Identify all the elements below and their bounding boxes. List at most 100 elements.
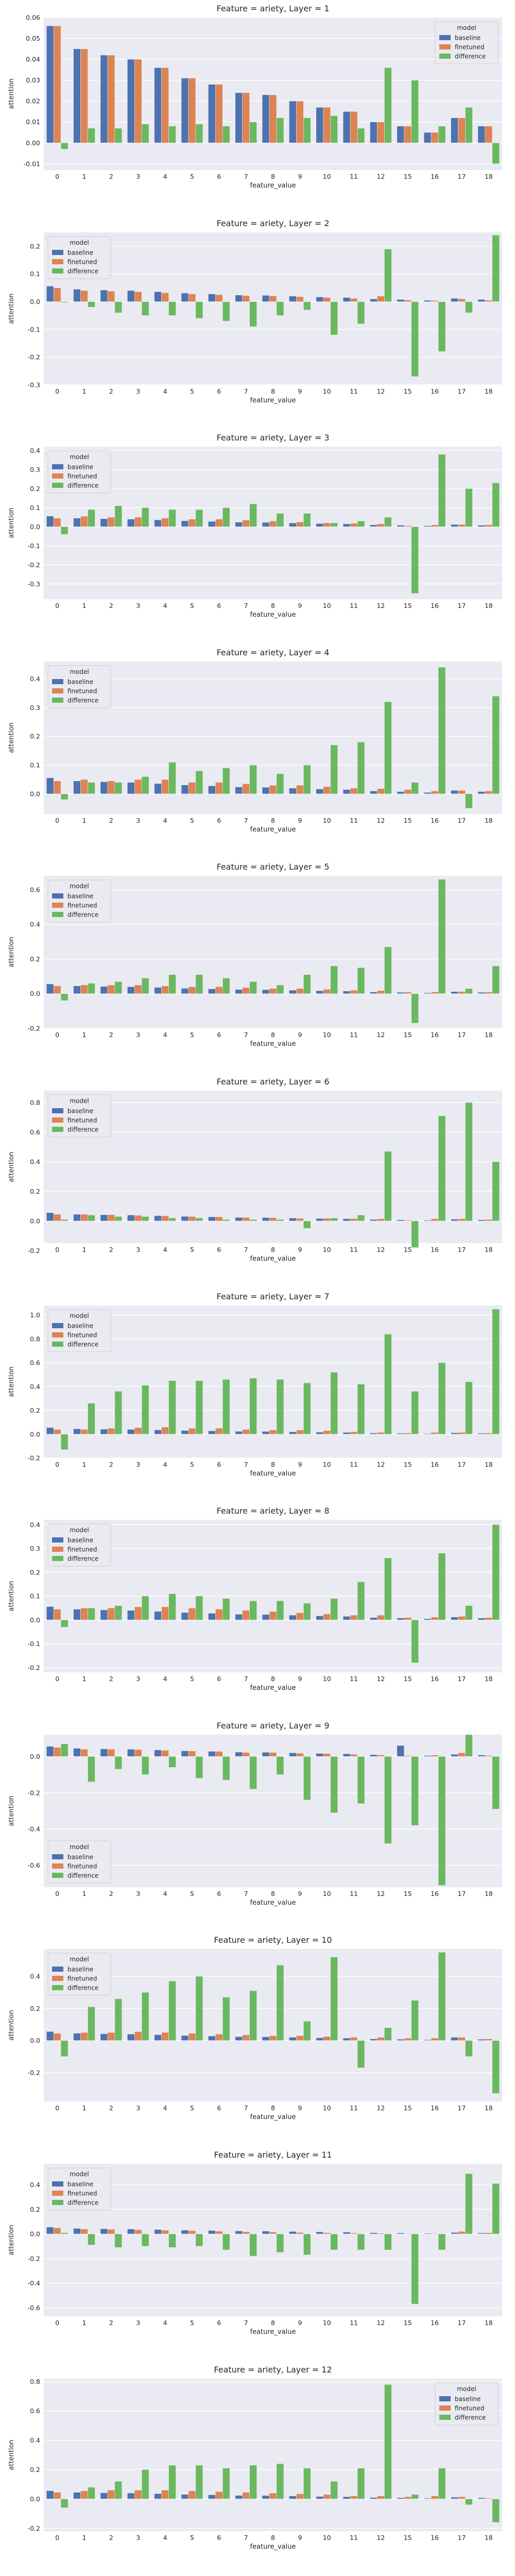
bar-finetuned-17 [458,2037,466,2041]
bar-finetuned-1 [80,2490,88,2499]
bar-finetuned-16 [431,300,439,302]
bar-finetuned-7 [242,520,250,527]
bar-difference-16 [438,2467,446,2499]
legend-swatch-baseline [52,464,63,470]
legend-box [47,2167,111,2211]
x-tick-label: 12 [376,1675,385,1683]
bar-difference-5 [195,1217,203,1222]
x-tick-label: 3 [136,602,140,609]
bar-difference-7 [249,2465,257,2499]
legend-swatch-finetuned [439,2405,451,2411]
bar-baseline-10 [316,1218,324,1222]
bar-finetuned-6 [215,519,223,527]
bar-difference-16 [438,1553,446,1620]
bar-baseline-1 [73,2228,81,2234]
y-tick-label: -0.1 [28,325,40,333]
legend-entry: difference [67,482,98,489]
bar-finetuned-11 [350,2232,358,2234]
bar-finetuned-11 [350,788,358,794]
bar-finetuned-16 [431,1432,439,1434]
x-tick-label: 2 [109,1461,113,1468]
bar-baseline-4 [154,987,162,994]
x-tick-label: 5 [190,1890,194,1897]
chart-panel-1: Feature = ariety, Layer = 1 -0.01 0.00 0.01… [8,4,502,190]
bar-finetuned-3 [134,1427,142,1434]
bar-difference-15 [411,2233,419,2304]
y-tick-label: 0.0 [30,790,40,798]
x-tick-label: 12 [376,173,385,180]
bar-baseline-15 [397,299,405,302]
x-tick-label: 15 [404,1461,412,1468]
bar-finetuned-4 [161,1606,169,1620]
x-tick-label: 9 [298,173,302,180]
bar-finetuned-5 [188,782,196,794]
bar-baseline-9 [289,788,297,794]
y-tick-label: 0.2 [30,2466,40,2473]
legend-entry: difference [67,1872,98,1879]
bar-baseline-10 [316,788,324,794]
legend-entry: finetuned [67,2190,97,2197]
bar-difference-2 [114,2233,123,2248]
bar-finetuned-0 [53,781,61,794]
bar-baseline-9 [289,2231,297,2234]
bar-baseline-4 [154,2229,162,2234]
x-tick-label: 9 [298,1890,302,1897]
legend-title: model [70,883,89,890]
x-tick-label: 9 [298,387,302,395]
x-axis-label: feature_value [250,611,296,619]
bar-finetuned-9 [296,1753,304,1757]
bar-baseline-12 [370,2232,377,2234]
bar-difference-9 [303,765,311,794]
y-tick-label: -0.2 [28,1454,40,1462]
bar-baseline-17 [451,1432,458,1434]
bar-finetuned-7 [242,2035,250,2041]
x-tick-label: 15 [404,817,412,824]
bar-baseline-3 [127,519,135,527]
x-tick-label: 11 [350,1461,358,1468]
bar-baseline-17 [451,1219,458,1222]
bar-baseline-15 [397,992,405,994]
y-tick-label: -0.2 [28,2255,40,2262]
bar-difference-18 [492,1309,500,1434]
bar-baseline-12 [370,790,377,794]
bar-finetuned-5 [188,2230,196,2234]
bar-baseline-6 [208,2230,216,2234]
x-tick-label: 17 [458,2534,466,2541]
bar-difference-9 [303,117,311,143]
bar-finetuned-15 [404,1432,412,1434]
bar-finetuned-15 [404,1617,412,1620]
bar-difference-11 [357,1383,365,1434]
bar-finetuned-17 [458,1752,466,1757]
bar-finetuned-12 [377,2037,385,2041]
x-tick-label: 5 [190,387,194,395]
bar-baseline-12 [370,1754,377,1757]
y-axis-label: attention [8,508,15,538]
bar-difference-7 [249,1756,257,1789]
bar-difference-0 [60,2498,68,2508]
x-tick-label: 0 [55,2104,59,2112]
bar-finetuned-4 [161,1750,169,1757]
y-tick-label: 0.0 [30,2037,40,2044]
bar-baseline-10 [316,2231,324,2234]
x-tick-label: 12 [376,817,385,824]
x-tick-label: 16 [431,2319,439,2327]
y-axis-label: attention [8,1795,15,1826]
bar-finetuned-16 [431,132,439,143]
x-tick-label: 7 [244,173,248,180]
bar-baseline-2 [100,55,108,143]
bar-baseline-3 [127,59,135,143]
bar-baseline-18 [477,1754,486,1757]
x-tick-label: 5 [190,1461,194,1468]
bar-difference-0 [60,527,68,535]
x-tick-label: 16 [431,2104,439,2112]
y-tick-label: 0.2 [30,1188,40,1195]
bar-baseline-0 [46,516,54,527]
x-tick-label: 10 [323,1675,331,1683]
bar-difference-12 [384,248,392,302]
bar-baseline-18 [477,2232,486,2234]
bar-finetuned-16 [431,992,439,994]
bar-difference-6 [222,768,230,794]
bar-baseline-3 [127,1749,135,1757]
x-axis-label: feature_value [250,1684,296,1692]
x-tick-label: 10 [323,173,331,180]
